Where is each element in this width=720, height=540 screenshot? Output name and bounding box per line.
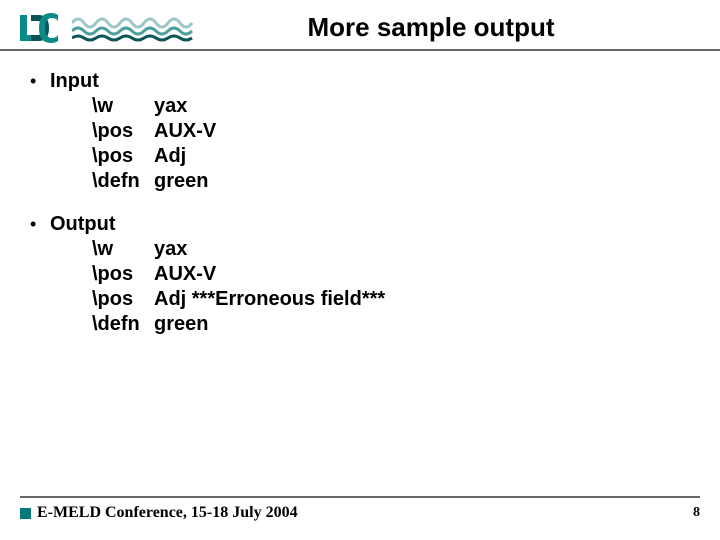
value: green (154, 169, 208, 194)
tag: \defn (92, 312, 154, 337)
data-row: \pos AUX-V (92, 119, 690, 144)
data-rows: \w yax \pos AUX-V \pos Adj \defn green (30, 94, 690, 194)
tag: \w (92, 94, 154, 119)
tag: \pos (92, 262, 154, 287)
ldc-logo (20, 13, 60, 43)
value: Adj (154, 144, 186, 169)
tag: \pos (92, 144, 154, 169)
data-row: \pos AUX-V (92, 262, 690, 287)
data-row: \defn green (92, 169, 690, 194)
bullet-icon: • (30, 213, 50, 236)
value: AUX-V (154, 262, 216, 287)
value: Adj ***Erroneous field*** (154, 287, 385, 312)
value: yax (154, 94, 187, 119)
tag: \w (92, 237, 154, 262)
section-title: Output (50, 212, 116, 237)
value: yax (154, 237, 187, 262)
tag: \pos (92, 119, 154, 144)
section-header: • Input (30, 69, 690, 94)
value: green (154, 312, 208, 337)
data-row: \w yax (92, 237, 690, 262)
slide-content: • Input \w yax \pos AUX-V \pos Adj \defn… (0, 51, 720, 365)
data-row: \pos Adj ***Erroneous field*** (92, 287, 690, 312)
data-rows: \w yax \pos AUX-V \pos Adj ***Erroneous … (30, 237, 690, 337)
slide-title: More sample output (202, 12, 700, 43)
data-row: \defn green (92, 312, 690, 337)
tag: \pos (92, 287, 154, 312)
footer-bar: E-MELD Conference, 15-18 July 2004 8 (20, 496, 700, 522)
tag: \defn (92, 169, 154, 194)
waveform-decoration (72, 13, 202, 43)
footer-square-icon (20, 508, 31, 519)
footer-left: E-MELD Conference, 15-18 July 2004 (20, 504, 298, 522)
section-input: • Input \w yax \pos AUX-V \pos Adj \defn… (30, 69, 690, 194)
bullet-icon: • (30, 70, 50, 93)
page-number: 8 (693, 505, 700, 521)
section-header: • Output (30, 212, 690, 237)
section-title: Input (50, 69, 99, 94)
data-row: \pos Adj (92, 144, 690, 169)
footer-text: E-MELD Conference, 15-18 July 2004 (37, 504, 298, 522)
data-row: \w yax (92, 94, 690, 119)
value: AUX-V (154, 119, 216, 144)
header-bar: More sample output (0, 0, 720, 51)
section-output: • Output \w yax \pos AUX-V \pos Adj ***E… (30, 212, 690, 337)
